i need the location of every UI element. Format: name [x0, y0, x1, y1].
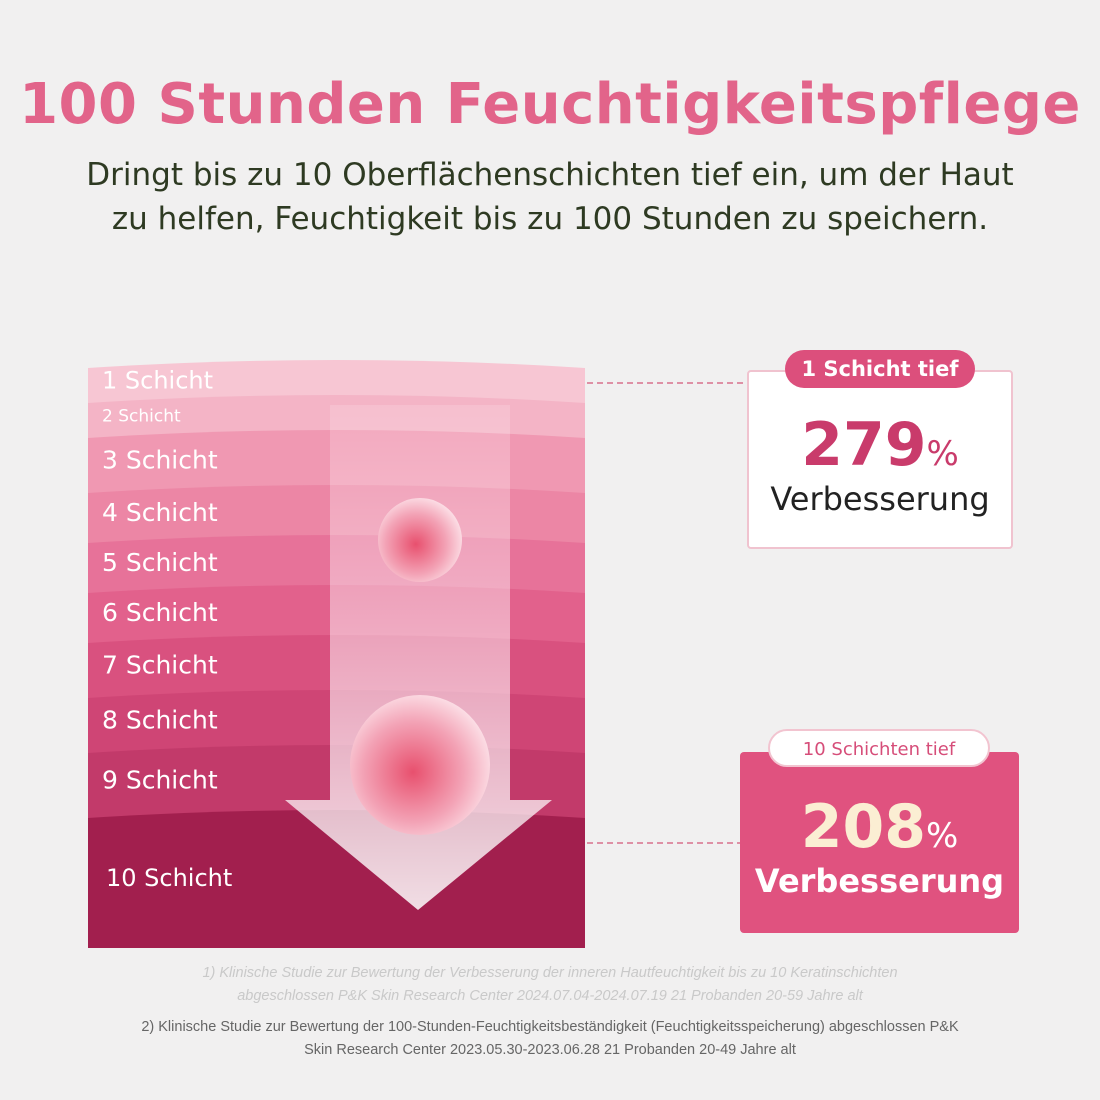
- layer-label: 10 Schicht: [106, 864, 232, 892]
- title: 100 Stunden Feuchtigkeitspflege: [19, 72, 1081, 137]
- footnote-line: 1) Klinische Studie zur Bewertung der Ve…: [202, 965, 898, 981]
- value: 208: [800, 792, 926, 862]
- layer-label: 8 Schicht: [102, 706, 218, 735]
- sphere: [378, 498, 462, 582]
- layer-label: 2 Schicht: [102, 407, 181, 427]
- label: Verbesserung: [770, 480, 990, 518]
- layer: [88, 360, 585, 403]
- result-card: 279% Verbesserung: [747, 370, 1013, 549]
- footnote-line: abgeschlossen P&K Skin Research Center 2…: [237, 988, 863, 1004]
- layer-label: 3 Schicht: [102, 446, 218, 475]
- subtitle-line: Dringt bis zu 10 Oberflächenschichten ti…: [86, 157, 1014, 193]
- footnote-line: 2) Klinische Studie zur Bewertung der 10…: [141, 1019, 959, 1035]
- badge: 10 Schichten tief: [768, 729, 990, 767]
- footnote-line: Skin Research Center 2023.05.30-2023.06.…: [304, 1042, 796, 1058]
- layer-label: 5 Schicht: [102, 548, 218, 577]
- badge: 1 Schicht tief: [785, 350, 975, 388]
- result-card: 208% Verbesserung: [740, 752, 1019, 933]
- label: Verbesserung: [754, 862, 1005, 900]
- unit: %: [926, 434, 959, 474]
- layer-label: 9 Schicht: [102, 766, 218, 795]
- footnote: 1) Klinische Studie zur Bewertung der Ve…: [0, 962, 1100, 1008]
- value: 279: [801, 410, 927, 480]
- unit: %: [925, 816, 959, 856]
- subtitle-line: zu helfen, Feuchtigkeit bis zu 100 Stund…: [111, 201, 989, 237]
- footnote: 2) Klinische Studie zur Bewertung der 10…: [0, 1016, 1100, 1062]
- layer-label: 7 Schicht: [102, 651, 218, 680]
- layer-label: 1 Schicht: [102, 367, 213, 395]
- layer-label: 4 Schicht: [102, 498, 218, 527]
- sphere: [350, 695, 490, 835]
- layer-label: 6 Schicht: [102, 598, 218, 627]
